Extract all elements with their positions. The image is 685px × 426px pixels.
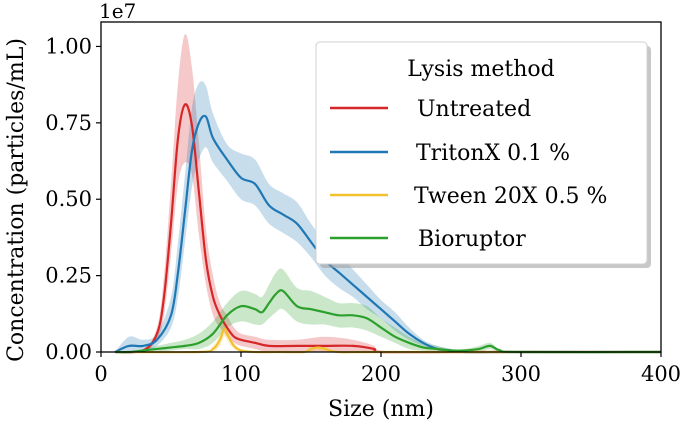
y-axis-title: Concentration (particles/mL): [4, 38, 29, 362]
x-tick-label: 200: [361, 362, 401, 386]
y-multiplier-label: 1e7: [99, 0, 136, 23]
x-axis-title: Size (nm): [328, 397, 434, 422]
y-tick-label: 0.25: [45, 264, 92, 288]
legend-label-bioruptor: Bioruptor: [418, 227, 526, 252]
legend-label-untreated: Untreated: [417, 97, 531, 122]
line-bioruptor: [114, 289, 662, 354]
legend-title: Lysis method: [407, 57, 554, 82]
line-untreated: [114, 103, 661, 354]
x-tick-label: 0: [94, 362, 107, 386]
x-axis: 0 100 200 300 400: [94, 352, 681, 386]
x-tick-label: 400: [641, 362, 681, 386]
band-bioruptor: [115, 268, 661, 353]
y-tick-label: 1.00: [45, 34, 92, 58]
legend-label-tritonx-0-1: TritonX 0.1 %: [416, 141, 570, 166]
x-tick-label: 100: [221, 362, 261, 386]
y-axis: 0.00 0.25 0.50 0.75 1.00: [45, 34, 101, 364]
series-bands: [115, 33, 661, 353]
y-tick-label: 0.00: [45, 340, 92, 364]
legend-entries: Untreated TritonX 0.1 % Tween 20X 0.5 % Bio…: [330, 97, 607, 252]
line-tritonx-0-1: [114, 114, 661, 354]
legend-label-tween-20x-0-5: Tween 20X 0.5 %: [414, 184, 607, 209]
legend: Lysis method Untreated TritonX 0.1 % Tween…: [315, 41, 651, 268]
legend-box: [315, 41, 648, 265]
x-tick-label: 300: [501, 362, 541, 386]
y-tick-label: 0.75: [45, 111, 92, 135]
y-tick-label: 0.50: [45, 187, 92, 211]
band-tritonx-0-1: [115, 81, 661, 353]
